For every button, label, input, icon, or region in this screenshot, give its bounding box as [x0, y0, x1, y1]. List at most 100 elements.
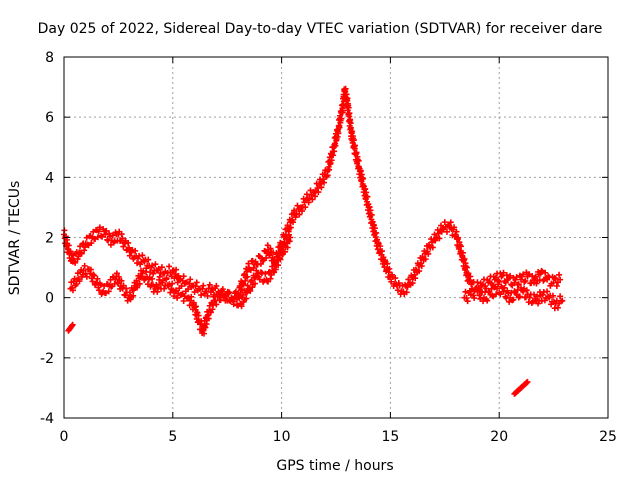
data-point-tail-trace	[535, 300, 542, 307]
data-point-main-trace	[403, 289, 410, 296]
data-point-secondary-trace	[163, 276, 170, 283]
data-point-main-trace	[213, 282, 220, 289]
data-point-main-trace	[474, 279, 481, 286]
data-point-main-trace	[552, 275, 559, 282]
data-point-main-trace	[81, 247, 88, 254]
data-point-secondary-trace	[79, 271, 86, 278]
data-point-main-trace	[152, 261, 159, 268]
data-point-main-trace	[106, 230, 113, 237]
data-point-main-trace	[364, 193, 371, 200]
data-point-secondary-trace	[267, 275, 274, 282]
data-point-tail-trace	[559, 297, 566, 304]
data-point-main-trace	[200, 282, 207, 289]
data-point-secondary-trace	[202, 324, 209, 331]
data-point-main-trace	[338, 115, 345, 122]
data-point-secondary-trace	[80, 267, 87, 274]
data-point-main-trace	[436, 235, 443, 242]
data-point-main-trace	[336, 124, 343, 131]
data-point-main-trace	[344, 95, 351, 102]
data-point-tail-trace	[520, 288, 527, 295]
data-point-main-trace	[441, 219, 448, 226]
data-point-secondary-trace	[253, 267, 260, 274]
data-point-main-trace	[335, 130, 342, 137]
data-point-main-trace	[72, 259, 79, 266]
data-point-main-trace	[522, 277, 529, 284]
data-point-main-trace	[145, 256, 152, 263]
data-point-secondary-trace	[180, 298, 187, 305]
data-point-secondary-trace	[91, 272, 98, 279]
data-point-main-trace	[96, 224, 103, 231]
data-point-secondary-trace	[169, 280, 176, 287]
data-point-secondary-trace	[205, 315, 212, 322]
data-point-main-trace	[328, 157, 335, 164]
data-point-secondary-trace	[136, 280, 143, 287]
data-point-main-trace	[379, 248, 386, 255]
data-point-secondary-trace	[214, 293, 221, 300]
data-point-main-trace	[193, 279, 200, 286]
data-point-main-trace	[132, 247, 139, 254]
data-point-secondary-trace	[193, 303, 200, 310]
data-point-main-trace	[119, 235, 126, 242]
data-point-secondary-trace	[160, 277, 167, 284]
data-point-main-trace	[155, 265, 162, 272]
data-point-main-trace	[355, 157, 362, 164]
chart-title: Day 025 of 2022, Sidereal Day-to-day VTE…	[38, 21, 603, 37]
data-point-main-trace	[515, 281, 522, 288]
data-point-main-trace	[350, 137, 357, 144]
y-tick-label: 2	[45, 231, 54, 247]
data-point-main-trace	[88, 240, 95, 247]
data-point-main-trace	[139, 252, 146, 259]
data-point-secondary-trace	[207, 309, 214, 316]
data-point-main-trace	[296, 211, 303, 218]
data-point-secondary-trace	[195, 312, 202, 319]
data-point-secondary-trace	[105, 288, 112, 295]
data-point-secondary-trace	[287, 234, 294, 241]
data-point-main-trace	[360, 175, 367, 182]
data-point-secondary-trace	[89, 278, 96, 285]
data-point-main-trace	[342, 85, 349, 92]
data-point-main-trace	[324, 172, 331, 179]
data-point-tail-trace	[475, 284, 482, 291]
data-point-main-trace	[318, 184, 325, 191]
data-point-main-trace	[521, 278, 528, 285]
data-point-main-trace	[118, 231, 125, 238]
data-point-main-trace	[158, 264, 165, 271]
data-point-main-trace	[149, 262, 156, 269]
data-point-tail-trace	[549, 292, 556, 299]
data-point-main-trace	[257, 260, 264, 267]
data-point-main-trace	[517, 276, 524, 283]
data-point-main-trace	[416, 268, 423, 275]
data-point-secondary-trace	[73, 281, 80, 288]
data-point-main-trace	[451, 224, 458, 231]
data-point-secondary-trace	[87, 266, 94, 273]
data-point-main-trace	[302, 204, 309, 211]
data-point-main-trace	[461, 255, 468, 262]
data-point-main-trace	[187, 276, 194, 283]
data-point-secondary-trace	[277, 256, 284, 263]
data-point-secondary-trace	[215, 289, 222, 296]
data-point-tail-trace	[534, 293, 541, 300]
data-point-main-trace	[352, 142, 359, 149]
x-tick-label: 25	[599, 429, 617, 445]
data-point-main-trace	[394, 287, 401, 294]
data-point-main-trace	[532, 273, 539, 280]
data-point-main-trace	[502, 279, 509, 286]
data-point-tail-trace	[516, 293, 523, 300]
data-point-secondary-trace	[231, 294, 238, 301]
data-point-main-trace	[447, 219, 454, 226]
data-point-secondary-trace	[238, 303, 245, 310]
y-axis-label: SDTVAR / TECUs	[7, 181, 23, 296]
data-point-main-trace	[240, 281, 247, 288]
data-point-tail-trace	[531, 291, 538, 298]
axis-ticks: 0 5 10 15 20 25 -4 -2 0 2 4 6 8	[40, 50, 617, 445]
data-point-main-trace	[553, 283, 560, 290]
data-point-secondary-trace	[200, 330, 207, 337]
data-point-main-trace	[431, 231, 438, 238]
data-point-tail-trace	[506, 298, 513, 305]
data-point-main-trace	[290, 219, 297, 226]
data-point-main-trace	[467, 273, 474, 280]
data-point-main-trace	[392, 275, 399, 282]
data-point-main-trace	[412, 275, 419, 282]
data-point-secondary-trace	[188, 293, 195, 300]
